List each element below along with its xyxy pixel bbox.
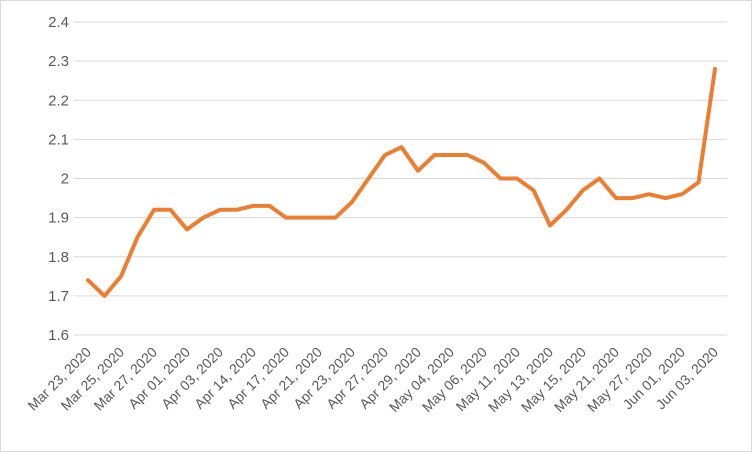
gridlines xyxy=(74,21,727,336)
series-layer xyxy=(86,67,717,298)
y-tick-label: 1.9 xyxy=(48,210,69,227)
y-tick-label: 2.2 xyxy=(48,92,69,109)
y-tick-label: 2.4 xyxy=(48,14,69,31)
y-tick-label: 2.3 xyxy=(48,53,69,70)
y-tick-label: 1.7 xyxy=(48,288,69,305)
y-tick-label: 2 xyxy=(61,171,69,188)
y-tick-label: 2.1 xyxy=(48,131,69,148)
y-tick-label: 1.6 xyxy=(48,327,69,344)
y-tick-label: 1.8 xyxy=(48,249,69,266)
series-line xyxy=(86,67,717,298)
y-axis-ticks: 1.6 1.7 1.8 1.9 2 2.1 2.2 2.3 2.4 xyxy=(48,14,69,344)
